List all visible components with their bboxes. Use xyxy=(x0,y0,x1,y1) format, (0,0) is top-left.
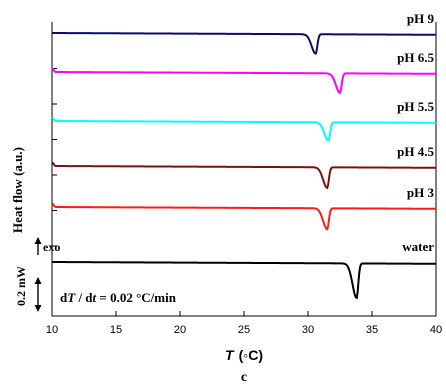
series-label-ph-4.5: pH 4.5 xyxy=(397,144,434,159)
rate-T: T xyxy=(67,290,76,305)
exo-label: exo xyxy=(43,240,60,254)
series-label-ph-5.5: pH 5.5 xyxy=(397,99,434,114)
exo-indicator: exo xyxy=(34,237,60,255)
scale-bar-label: 0.2 mW xyxy=(14,266,28,306)
rate-rest: = 0.02 °C/min xyxy=(96,290,177,305)
series-line-ph-5.5 xyxy=(51,116,436,142)
series-line-ph-4.5 xyxy=(51,161,436,190)
series-label-ph-9: pH 9 xyxy=(407,11,435,26)
series-labels: pH 9 pH 6.5 pH 5.5 pH 4.5 pH 3 water xyxy=(397,11,434,254)
y-ticks xyxy=(52,32,57,247)
x-tick-label: 35 xyxy=(366,324,378,336)
x-axis-label: T (◦C) xyxy=(225,347,263,363)
series-label-ph-3: pH 3 xyxy=(407,185,435,200)
rate-d1: d xyxy=(60,290,68,305)
series-group xyxy=(51,32,436,300)
series-line-ph-9 xyxy=(52,32,436,55)
x-tick-label: 30 xyxy=(302,324,314,336)
scale-bar-arrowhead-top-icon xyxy=(34,277,42,284)
x-tick-label: 40 xyxy=(430,324,442,336)
series-label-ph-6.5: pH 6.5 xyxy=(397,50,434,65)
x-tick-label: 20 xyxy=(174,324,186,336)
scale-bar: 0.2 mW xyxy=(14,266,42,312)
x-axis-label-var: T xyxy=(225,347,235,363)
series-line-water xyxy=(52,261,436,300)
x-tick-label: 25 xyxy=(238,324,250,336)
rate-slash: / d xyxy=(75,290,93,305)
exo-arrowhead-icon xyxy=(34,237,42,244)
x-tick-label: 10 xyxy=(46,324,58,336)
y-axis-label: Heat flow (a.u.) xyxy=(10,147,25,233)
x-ticks: 10 15 20 25 30 35 40 xyxy=(46,311,442,336)
series-line-ph-3 xyxy=(51,202,436,231)
rate-annotation: dT / dt = 0.02 °C/min xyxy=(60,290,177,305)
x-tick-label: 15 xyxy=(110,324,122,336)
scale-bar-arrowhead-bottom-icon xyxy=(34,305,42,312)
x-axis-label-unit: (◦C) xyxy=(239,347,263,363)
panel-label: c xyxy=(241,370,247,385)
series-line-ph-6.5 xyxy=(51,67,436,95)
series-label-water: water xyxy=(402,239,434,254)
rate-t: t xyxy=(93,290,97,305)
